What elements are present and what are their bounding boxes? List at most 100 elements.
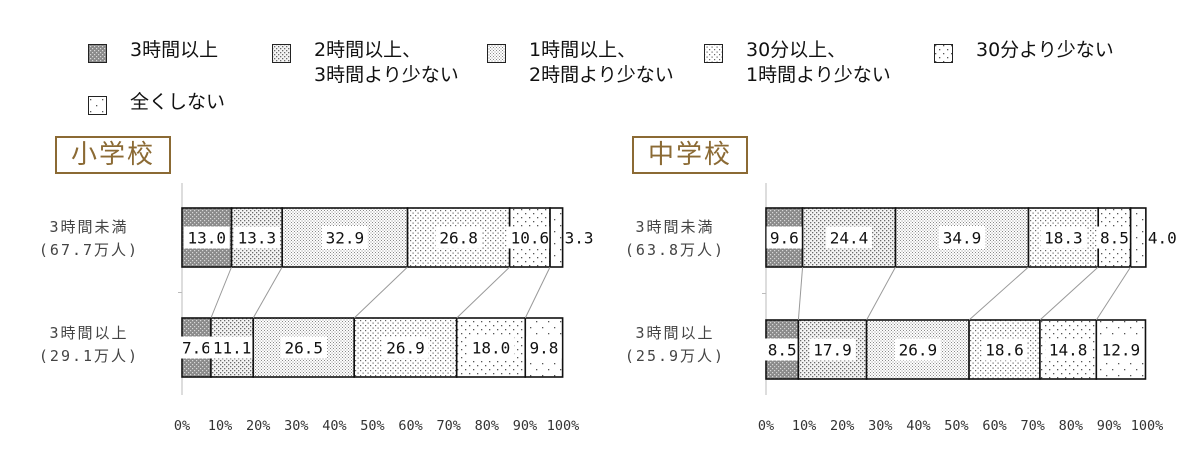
data-label-junior-high-0-0: 9.6 bbox=[770, 229, 799, 248]
data-label-junior-high-0-3: 18.3 bbox=[1044, 229, 1083, 248]
x-tick-label-elementary-4: 40% bbox=[322, 418, 346, 434]
category-label-junior-high-1: 3時間以上 (25.9万人) bbox=[624, 324, 726, 365]
data-label-bg-junior-high-1-0 bbox=[764, 338, 800, 361]
connector-line-elementary-5 bbox=[524, 266, 551, 319]
connector-line-junior-high-4 bbox=[1039, 266, 1099, 321]
data-label-elementary-0-5: 3.3 bbox=[565, 229, 594, 248]
data-label-junior-high-1-5: 12.9 bbox=[1102, 341, 1141, 360]
data-label-bg-junior-high-1-2 bbox=[894, 338, 941, 361]
data-label-bg-junior-high-1-1 bbox=[809, 338, 856, 361]
data-label-junior-high-1-4: 14.8 bbox=[1049, 341, 1088, 360]
x-tick-label-elementary-6: 60% bbox=[398, 418, 422, 434]
data-label-bg-elementary-1-3 bbox=[382, 336, 429, 359]
x-tick-label-elementary-8: 80% bbox=[475, 418, 499, 434]
connector-line-junior-high-1 bbox=[797, 266, 804, 321]
legend-swatch-1 bbox=[272, 44, 291, 63]
data-label-bg-junior-high-1-3 bbox=[981, 338, 1028, 361]
category-label-junior-high-0: 3時間未満 (63.8万人) bbox=[624, 218, 726, 259]
connector-line-elementary-4 bbox=[456, 266, 511, 319]
data-label-bg-junior-high-1-4 bbox=[1045, 338, 1092, 361]
legend: 3時間以上 2時間以上、 3時間より少ない 1時間以上、 2時間より少ない 30分以… bbox=[0, 0, 1200, 120]
data-label-bg-junior-high-0-0 bbox=[766, 226, 803, 249]
connector-line-elementary-3 bbox=[353, 266, 408, 319]
x-tick-label-junior-high-6: 60% bbox=[982, 418, 1006, 434]
data-label-bg-elementary-1-0 bbox=[178, 336, 215, 359]
x-tick-label-elementary-7: 70% bbox=[437, 418, 461, 434]
data-label-bg-elementary-0-4 bbox=[506, 226, 553, 249]
legend-swatch-4 bbox=[934, 44, 953, 63]
data-label-elementary-0-1: 13.3 bbox=[238, 229, 277, 248]
stacked-bar-chart-elementary: 13.0 13.3 32.9 26.8 10.6 3.3 7.6 11.1 26.5 26.9 18… bbox=[174, 183, 594, 434]
data-label-bg-elementary-0-2 bbox=[321, 226, 368, 249]
x-tick-label-elementary-9: 90% bbox=[513, 418, 537, 434]
x-tick-label-elementary-0: 0% bbox=[174, 418, 190, 434]
data-label-junior-high-0-4: 8.5 bbox=[1100, 229, 1129, 248]
legend-label-1: 2時間以上、 3時間より少ない bbox=[314, 39, 459, 86]
data-label-bg-elementary-1-5 bbox=[526, 336, 562, 359]
x-tick-label-elementary-2: 20% bbox=[246, 418, 270, 434]
data-label-elementary-1-2: 26.5 bbox=[284, 339, 323, 358]
data-label-elementary-0-4: 10.6 bbox=[511, 229, 550, 248]
data-label-junior-high-1-2: 26.9 bbox=[899, 341, 938, 360]
legend-label-4: 30分より少ない bbox=[976, 39, 1114, 61]
legend-swatch-0 bbox=[88, 44, 107, 63]
data-label-elementary-1-5: 9.8 bbox=[529, 339, 558, 358]
legend-label-3: 30分以上、 1時間より少ない bbox=[746, 39, 891, 86]
data-label-elementary-0-2: 32.9 bbox=[326, 229, 365, 248]
data-label-bg-elementary-1-2 bbox=[280, 336, 327, 359]
x-tick-label-junior-high-0: 0% bbox=[758, 418, 774, 434]
data-label-junior-high-0-1: 24.4 bbox=[830, 229, 869, 248]
legend-label-5: 全くしない bbox=[130, 91, 226, 113]
connector-line-junior-high-5 bbox=[1095, 266, 1132, 321]
legend-label-0: 3時間以上 bbox=[130, 39, 219, 61]
legend-swatch-3 bbox=[704, 44, 723, 63]
data-label-bg-junior-high-0-2 bbox=[939, 226, 986, 249]
data-label-bg-elementary-0-1 bbox=[233, 226, 280, 249]
data-label-junior-high-1-1: 17.9 bbox=[813, 341, 852, 360]
legend-label-2: 1時間以上、 2時間より少ない bbox=[529, 39, 674, 86]
data-label-elementary-1-0: 7.6 bbox=[182, 339, 211, 358]
data-label-elementary-1-1: 11.1 bbox=[213, 339, 252, 358]
x-tick-label-junior-high-10: 100% bbox=[1131, 418, 1164, 434]
data-label-junior-high-0-2: 34.9 bbox=[943, 229, 982, 248]
bar-segment-junior-high-0-5 bbox=[1129, 207, 1147, 268]
category-label-elementary-1: 3時間以上 (29.1万人) bbox=[38, 324, 140, 365]
x-tick-label-junior-high-2: 20% bbox=[830, 418, 854, 434]
data-label-elementary-1-4: 18.0 bbox=[472, 339, 511, 358]
data-label-elementary-0-0: 13.0 bbox=[187, 229, 226, 248]
x-tick-label-elementary-10: 100% bbox=[547, 418, 580, 434]
data-label-bg-elementary-1-4 bbox=[467, 336, 514, 359]
connector-line-junior-high-3 bbox=[968, 266, 1029, 321]
legend-swatch-5 bbox=[88, 96, 107, 115]
data-label-elementary-0-3: 26.8 bbox=[439, 229, 478, 248]
data-label-bg-elementary-0-3 bbox=[435, 226, 482, 249]
data-label-bg-junior-high-0-3 bbox=[1040, 226, 1087, 249]
connector-line-elementary-1 bbox=[210, 266, 232, 319]
data-label-bg-junior-high-0-4 bbox=[1096, 226, 1133, 249]
x-tick-label-junior-high-8: 80% bbox=[1059, 418, 1083, 434]
connector-line-elementary-2 bbox=[252, 266, 283, 319]
bar-segment-elementary-0-5 bbox=[549, 207, 564, 268]
x-tick-label-junior-high-5: 50% bbox=[944, 418, 968, 434]
connector-line-junior-high-2 bbox=[866, 266, 896, 321]
data-label-elementary-1-3: 26.9 bbox=[386, 339, 425, 358]
data-label-bg-elementary-1-1 bbox=[209, 336, 256, 359]
x-tick-label-elementary-1: 10% bbox=[208, 418, 232, 434]
x-tick-label-elementary-3: 30% bbox=[284, 418, 308, 434]
category-label-elementary-0: 3時間未満 (67.7万人) bbox=[38, 218, 140, 259]
x-tick-label-junior-high-9: 90% bbox=[1097, 418, 1121, 434]
data-label-junior-high-1-0: 8.5 bbox=[768, 341, 797, 360]
x-tick-label-junior-high-7: 70% bbox=[1021, 418, 1045, 434]
data-label-junior-high-0-5: 4.0 bbox=[1148, 229, 1177, 248]
data-label-junior-high-1-3: 18.6 bbox=[985, 341, 1024, 360]
x-tick-label-elementary-5: 50% bbox=[360, 418, 384, 434]
x-tick-label-junior-high-1: 10% bbox=[792, 418, 816, 434]
data-label-bg-junior-high-0-1 bbox=[826, 226, 873, 249]
data-label-bg-elementary-0-0 bbox=[183, 226, 230, 249]
legend-swatch-2 bbox=[487, 44, 506, 63]
x-tick-label-junior-high-4: 40% bbox=[906, 418, 930, 434]
chart-title-elementary: 小学校 bbox=[55, 136, 172, 174]
data-label-bg-junior-high-1-5 bbox=[1097, 338, 1144, 361]
x-tick-label-junior-high-3: 30% bbox=[868, 418, 892, 434]
